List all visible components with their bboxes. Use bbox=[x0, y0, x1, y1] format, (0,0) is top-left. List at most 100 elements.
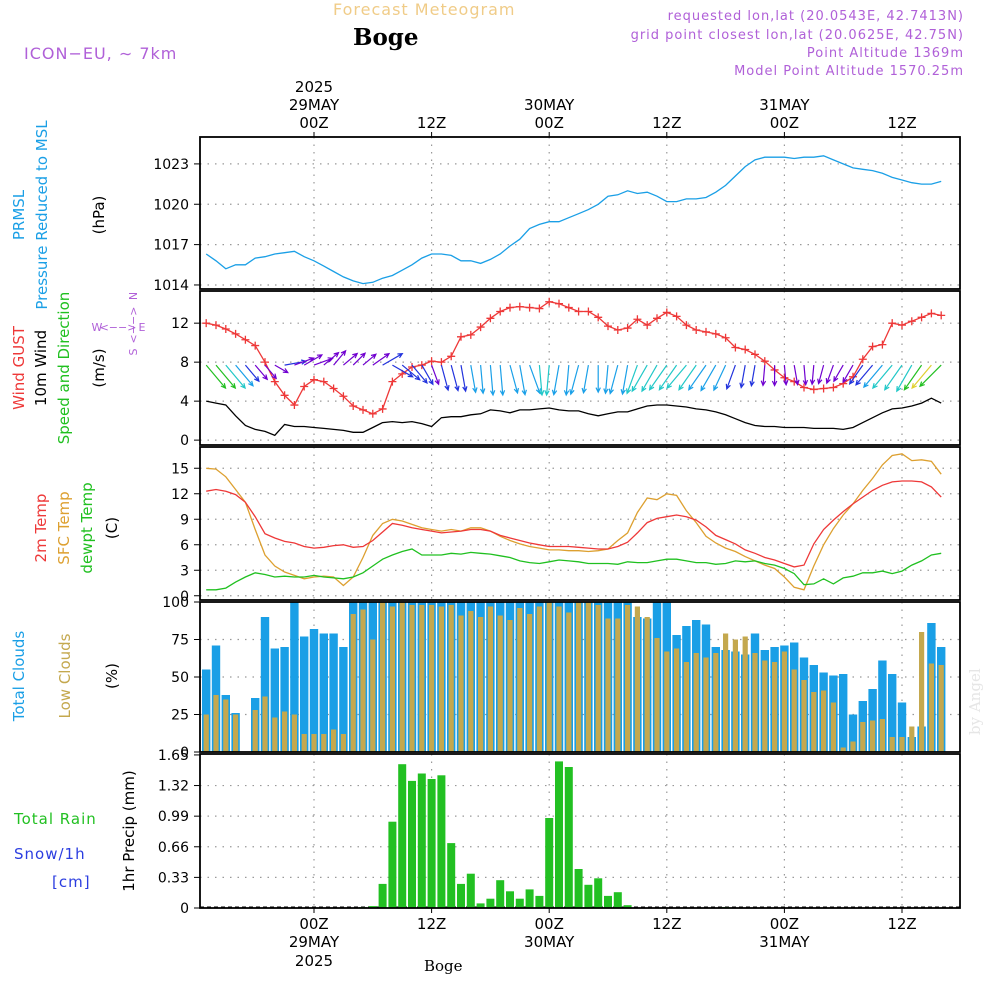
gust-line bbox=[206, 301, 942, 415]
wind-arrow bbox=[563, 365, 570, 397]
wind-arrow bbox=[700, 364, 717, 392]
gust-marker bbox=[672, 312, 681, 321]
wind-arrow bbox=[479, 365, 486, 395]
gust-marker bbox=[525, 303, 534, 312]
low-cloud-bar bbox=[389, 606, 395, 752]
ytick-label: 0.66 bbox=[158, 840, 189, 856]
gust-marker bbox=[760, 357, 769, 366]
low-cloud-bar bbox=[595, 605, 601, 752]
ytick-label: 1017 bbox=[153, 238, 189, 254]
gust-marker bbox=[721, 333, 730, 342]
low-cloud-bar bbox=[272, 717, 278, 752]
wind-arrow bbox=[848, 364, 864, 385]
gust-marker bbox=[329, 384, 338, 393]
wind-arrow bbox=[372, 352, 391, 366]
wind-arrow bbox=[631, 364, 648, 393]
wind-arrow bbox=[809, 365, 816, 386]
pressure-title2: Pressure Reduced to MSL bbox=[33, 120, 51, 310]
wind-arrow bbox=[903, 364, 923, 391]
wind-arrow bbox=[713, 364, 727, 392]
wind-arrow bbox=[896, 364, 913, 393]
gust-marker bbox=[819, 384, 828, 393]
low-cloud-bar bbox=[879, 719, 885, 752]
gust-marker bbox=[280, 391, 289, 400]
low-cloud-bar bbox=[546, 602, 552, 752]
gust-marker bbox=[417, 361, 426, 370]
wind-arrow bbox=[352, 352, 367, 366]
total-cloud-bar bbox=[878, 660, 887, 752]
low-cloud-bar bbox=[282, 711, 288, 752]
gust-marker bbox=[486, 314, 495, 323]
wind-arrow bbox=[872, 364, 893, 390]
wind-arrow bbox=[648, 364, 668, 391]
wind-arrow bbox=[431, 364, 440, 386]
low-cloud-bar bbox=[487, 606, 493, 752]
low-cloud-bar bbox=[448, 605, 454, 752]
ytick-label: 1023 bbox=[153, 157, 189, 173]
time-label-top: 00Z bbox=[535, 114, 564, 132]
wind-arrow bbox=[450, 364, 460, 392]
total-cloud-bar bbox=[280, 647, 289, 752]
total-cloud-bar bbox=[309, 629, 319, 752]
low-cloud-bar bbox=[507, 620, 513, 752]
low-cloud-bar bbox=[517, 608, 523, 752]
gust-marker bbox=[613, 325, 622, 334]
wind-arrow bbox=[760, 365, 767, 387]
rain-bar bbox=[437, 775, 446, 908]
gust-marker bbox=[535, 304, 544, 313]
time-label-bottom: 12Z bbox=[887, 915, 916, 933]
date-label-top: 31MAY bbox=[759, 96, 810, 114]
point-altitude: Point Altitude 1369m bbox=[806, 46, 964, 61]
precip-title1: Total Rain bbox=[13, 810, 97, 828]
low-cloud-bar bbox=[830, 702, 836, 752]
gust-marker bbox=[917, 313, 926, 322]
rain-bar bbox=[574, 869, 583, 908]
gust-marker bbox=[594, 313, 603, 322]
model-label: ICON−EU, ∼ 7km bbox=[24, 44, 178, 63]
gust-marker bbox=[290, 401, 299, 410]
gust-marker bbox=[927, 309, 936, 318]
rain-bar bbox=[535, 895, 544, 908]
ytick-label: 0 bbox=[180, 745, 189, 761]
total-cloud-bar bbox=[270, 648, 279, 752]
wind-arrow bbox=[620, 364, 629, 396]
low-cloud-bar bbox=[536, 606, 542, 752]
rain-bar bbox=[427, 779, 436, 908]
low-cloud-bar bbox=[821, 690, 827, 752]
low-cloud-bar bbox=[723, 633, 729, 752]
wind-arrow bbox=[529, 364, 541, 395]
low-cloud-bar bbox=[576, 602, 582, 752]
gust-marker bbox=[741, 345, 750, 354]
wind-arrow bbox=[489, 365, 496, 397]
wind-arrow bbox=[595, 365, 601, 394]
rain-bar bbox=[408, 780, 416, 908]
rain-bar bbox=[506, 891, 514, 908]
low-cloud-bar bbox=[458, 615, 464, 752]
axis-layer: 1014101710201023048120369121502550751000… bbox=[153, 78, 916, 970]
wind-arrow bbox=[401, 364, 421, 381]
marks-layer bbox=[200, 155, 960, 908]
low-cloud-bar bbox=[605, 618, 611, 752]
wind-arrow bbox=[678, 364, 697, 391]
low-cloud-bar bbox=[752, 653, 758, 752]
year-label-top: 2025 bbox=[295, 78, 333, 96]
gust-marker bbox=[809, 385, 818, 394]
total-cloud-bar bbox=[848, 714, 858, 752]
grid-layer bbox=[200, 137, 960, 908]
wind-arrow bbox=[544, 365, 550, 397]
rain-bar bbox=[604, 895, 612, 908]
date-label-bottom: 29MAY bbox=[289, 933, 340, 951]
low-cloud-bar bbox=[928, 663, 934, 752]
low-cloud-bar bbox=[497, 615, 503, 752]
pressure-title1: PRMSL bbox=[10, 189, 28, 240]
model-altitude: Model Point Altitude 1570.25m bbox=[734, 64, 964, 79]
ytick-label: 1020 bbox=[153, 197, 189, 213]
rain-bar bbox=[613, 892, 622, 908]
requested-coords: requested lon,lat (20.0543E, 42.7413N) bbox=[667, 9, 964, 24]
panel-frame bbox=[199, 136, 961, 290]
gust-marker bbox=[447, 352, 456, 361]
low-cloud-bar bbox=[889, 737, 895, 752]
time-label-bottom: 00Z bbox=[299, 915, 328, 933]
low-cloud-bar bbox=[223, 699, 229, 752]
gust-marker bbox=[241, 335, 250, 344]
